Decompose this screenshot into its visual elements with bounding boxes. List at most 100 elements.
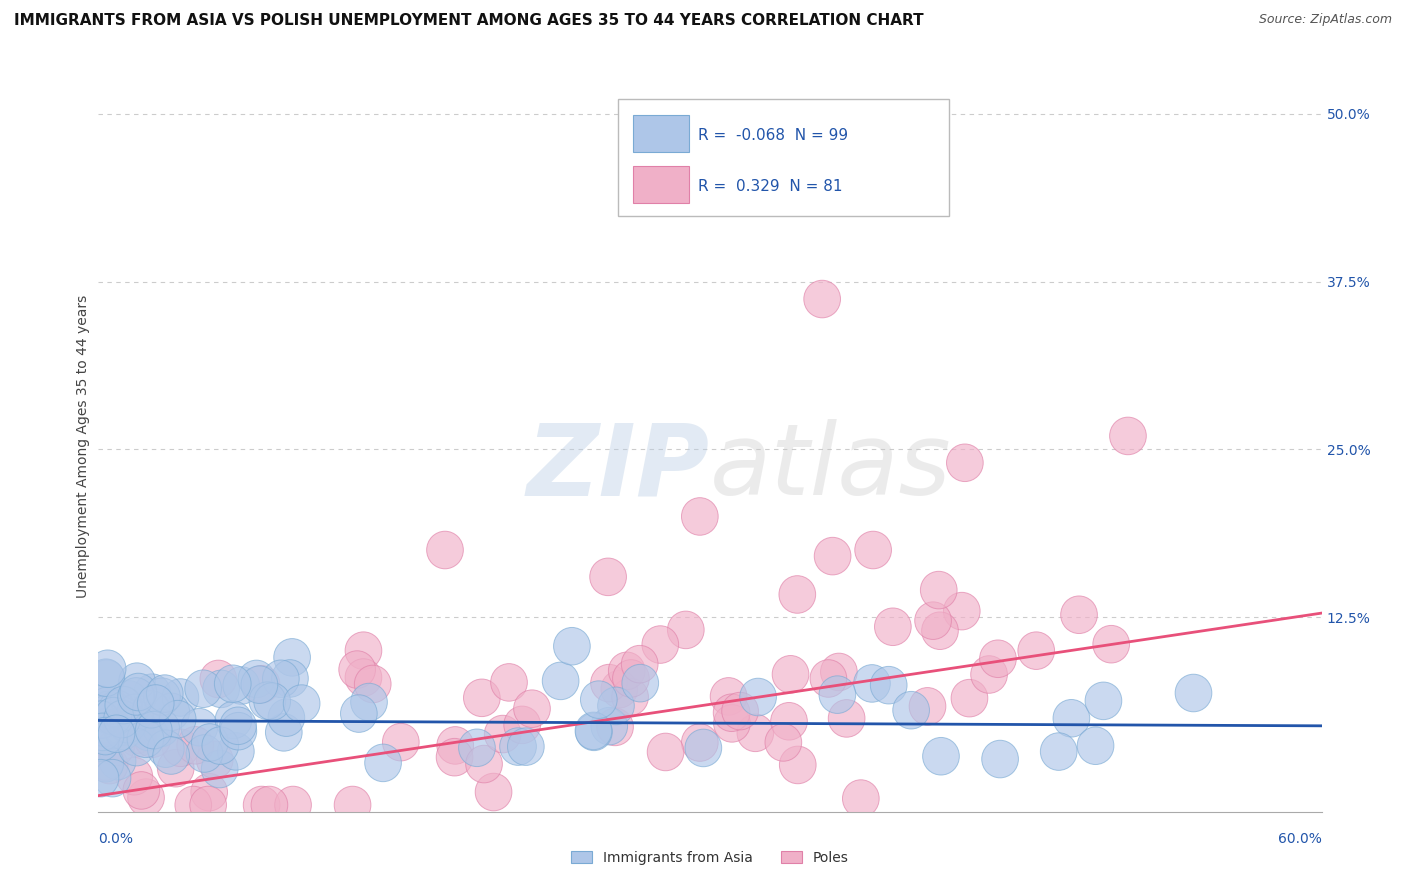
Ellipse shape bbox=[350, 683, 388, 721]
Ellipse shape bbox=[82, 686, 120, 723]
Ellipse shape bbox=[499, 728, 536, 765]
Ellipse shape bbox=[254, 682, 291, 721]
Ellipse shape bbox=[128, 779, 165, 816]
Ellipse shape bbox=[612, 678, 648, 715]
Ellipse shape bbox=[621, 646, 658, 683]
Ellipse shape bbox=[120, 715, 156, 754]
Ellipse shape bbox=[89, 687, 127, 724]
Ellipse shape bbox=[842, 780, 879, 817]
Ellipse shape bbox=[554, 627, 591, 665]
Ellipse shape bbox=[274, 786, 311, 824]
Ellipse shape bbox=[83, 701, 120, 739]
Text: ZIP: ZIP bbox=[527, 419, 710, 516]
Ellipse shape bbox=[84, 713, 121, 751]
Ellipse shape bbox=[90, 650, 127, 688]
Ellipse shape bbox=[117, 700, 155, 738]
Ellipse shape bbox=[82, 759, 120, 797]
Ellipse shape bbox=[1040, 733, 1077, 771]
Ellipse shape bbox=[855, 532, 891, 569]
Ellipse shape bbox=[491, 664, 527, 701]
Ellipse shape bbox=[682, 498, 718, 535]
Ellipse shape bbox=[721, 692, 758, 730]
Ellipse shape bbox=[87, 716, 124, 754]
Ellipse shape bbox=[103, 708, 139, 746]
Ellipse shape bbox=[94, 711, 131, 748]
Ellipse shape bbox=[714, 705, 751, 742]
Ellipse shape bbox=[98, 690, 135, 728]
Ellipse shape bbox=[224, 666, 260, 705]
Ellipse shape bbox=[87, 717, 124, 755]
Text: 0.0%: 0.0% bbox=[98, 832, 134, 846]
Ellipse shape bbox=[981, 740, 1018, 778]
Ellipse shape bbox=[344, 632, 382, 670]
Ellipse shape bbox=[157, 749, 194, 787]
Ellipse shape bbox=[946, 444, 983, 482]
Ellipse shape bbox=[465, 746, 502, 783]
Ellipse shape bbox=[263, 660, 299, 698]
Ellipse shape bbox=[685, 729, 721, 767]
Ellipse shape bbox=[770, 703, 807, 740]
Ellipse shape bbox=[104, 700, 141, 738]
Ellipse shape bbox=[148, 730, 184, 767]
Ellipse shape bbox=[120, 673, 156, 711]
Ellipse shape bbox=[598, 687, 634, 724]
Ellipse shape bbox=[779, 746, 815, 784]
Ellipse shape bbox=[202, 727, 239, 764]
Ellipse shape bbox=[269, 698, 305, 737]
Ellipse shape bbox=[643, 626, 679, 664]
Ellipse shape bbox=[589, 558, 627, 596]
Ellipse shape bbox=[804, 280, 841, 318]
Ellipse shape bbox=[364, 744, 401, 781]
Ellipse shape bbox=[162, 729, 200, 766]
Ellipse shape bbox=[132, 690, 170, 728]
Ellipse shape bbox=[89, 660, 125, 698]
Ellipse shape bbox=[86, 709, 122, 747]
Ellipse shape bbox=[159, 700, 195, 738]
Ellipse shape bbox=[668, 611, 704, 648]
Ellipse shape bbox=[740, 678, 776, 715]
Y-axis label: Unemployment Among Ages 35 to 44 years: Unemployment Among Ages 35 to 44 years bbox=[76, 294, 90, 598]
Ellipse shape bbox=[162, 679, 198, 716]
Ellipse shape bbox=[1077, 727, 1114, 764]
Ellipse shape bbox=[581, 681, 617, 718]
Ellipse shape bbox=[354, 665, 391, 703]
Ellipse shape bbox=[682, 723, 718, 762]
Ellipse shape bbox=[426, 532, 464, 569]
Ellipse shape bbox=[772, 656, 808, 693]
Ellipse shape bbox=[596, 708, 633, 746]
Ellipse shape bbox=[810, 660, 846, 698]
Ellipse shape bbox=[915, 602, 952, 640]
Ellipse shape bbox=[875, 608, 911, 646]
Ellipse shape bbox=[105, 686, 142, 724]
Ellipse shape bbox=[118, 706, 155, 744]
Ellipse shape bbox=[621, 665, 658, 702]
Ellipse shape bbox=[508, 728, 544, 765]
Ellipse shape bbox=[980, 640, 1017, 678]
Ellipse shape bbox=[240, 665, 278, 704]
Ellipse shape bbox=[266, 714, 302, 751]
Ellipse shape bbox=[458, 729, 495, 766]
Ellipse shape bbox=[828, 699, 865, 737]
Ellipse shape bbox=[252, 786, 288, 824]
Ellipse shape bbox=[464, 679, 501, 716]
Ellipse shape bbox=[191, 773, 228, 811]
Ellipse shape bbox=[436, 739, 472, 776]
Ellipse shape bbox=[710, 678, 747, 715]
Ellipse shape bbox=[122, 772, 160, 809]
Ellipse shape bbox=[1060, 596, 1097, 633]
Ellipse shape bbox=[94, 759, 131, 797]
Ellipse shape bbox=[120, 720, 156, 757]
Ellipse shape bbox=[111, 681, 148, 718]
Ellipse shape bbox=[853, 665, 890, 702]
Ellipse shape bbox=[197, 741, 233, 779]
Ellipse shape bbox=[174, 786, 212, 824]
Ellipse shape bbox=[91, 747, 128, 784]
Ellipse shape bbox=[922, 612, 959, 649]
Ellipse shape bbox=[118, 728, 155, 766]
Ellipse shape bbox=[118, 663, 155, 700]
Ellipse shape bbox=[575, 712, 612, 749]
Ellipse shape bbox=[1085, 682, 1122, 720]
Ellipse shape bbox=[97, 729, 134, 766]
Ellipse shape bbox=[219, 713, 257, 750]
Ellipse shape bbox=[271, 660, 308, 698]
